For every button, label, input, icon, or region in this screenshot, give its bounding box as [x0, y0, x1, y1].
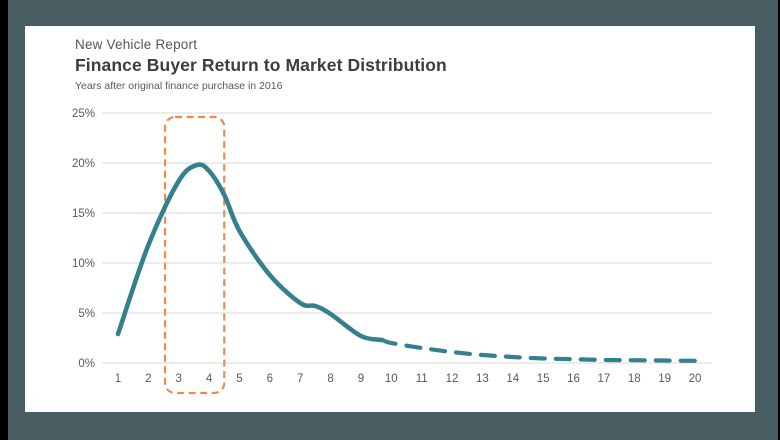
x-axis-tick-label: 8	[327, 373, 333, 385]
report-label: New Vehicle Report	[75, 37, 198, 52]
x-axis-tick-label: 6	[267, 373, 273, 385]
x-axis-tick-label: 13	[476, 373, 489, 385]
x-axis-tick-label: 1	[115, 373, 121, 385]
x-axis-tick-label: 12	[446, 373, 459, 385]
x-axis-tick-label: 20	[689, 373, 702, 385]
slide-background: New Vehicle Report Finance Buyer Return …	[8, 0, 778, 440]
y-axis-tick-label: 5%	[78, 308, 95, 320]
y-axis-tick-label: 20%	[72, 158, 95, 170]
y-axis-tick-label: 0%	[78, 358, 95, 370]
x-axis-tick-label: 19	[658, 373, 671, 385]
chart-card: New Vehicle Report Finance Buyer Return …	[25, 26, 755, 412]
x-axis-tick-label: 18	[628, 373, 641, 385]
distribution-curve-solid	[115, 162, 385, 343]
y-axis-tick-label: 10%	[72, 258, 95, 270]
x-axis-tick-label: 5	[236, 373, 242, 385]
y-axis-tick-label: 15%	[72, 208, 95, 220]
y-axis-tick-label: 25%	[72, 108, 95, 120]
x-axis-tick-label: 14	[506, 373, 519, 385]
x-axis-tick-label: 11	[416, 373, 428, 385]
x-axis-tick-label: 2	[145, 373, 151, 385]
x-axis-tick-label: 9	[358, 373, 364, 385]
x-axis-tick-label: 15	[537, 373, 550, 385]
chart-subtitle: Years after original finance purchase in…	[75, 80, 283, 92]
x-axis-tick-label: 3	[176, 373, 182, 385]
x-axis-tick-label: 16	[567, 373, 580, 385]
x-axis-tick-label: 4	[206, 373, 213, 385]
highlight-box	[163, 115, 226, 395]
x-axis-tick-label: 17	[597, 373, 610, 385]
x-axis-tick-label: 7	[297, 373, 303, 385]
chart-title: Finance Buyer Return to Market Distribut…	[75, 55, 447, 75]
x-axis-tick-label: 10	[385, 373, 398, 385]
distribution-curve-dashed	[380, 337, 698, 363]
chart-svg: 0%5%10%15%20%25%1 2 3 4 5 6 7 8 9 10 11 12 13 14 15 16 1…	[72, 108, 712, 395]
